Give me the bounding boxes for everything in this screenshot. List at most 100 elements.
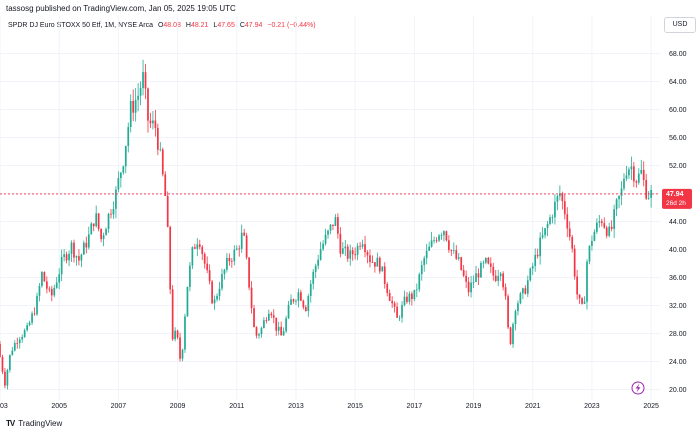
candle — [393, 301, 396, 313]
candle — [33, 307, 36, 316]
candle — [361, 239, 364, 249]
candle — [549, 214, 551, 226]
candle — [189, 262, 191, 292]
candle — [497, 269, 500, 287]
candle — [546, 220, 549, 237]
candle — [482, 260, 485, 269]
candle — [539, 232, 541, 265]
low-label: L — [213, 22, 218, 29]
countdown-value: 26d 2h — [666, 200, 686, 207]
candle — [174, 327, 176, 342]
grid — [0, 16, 660, 400]
candle — [448, 235, 450, 253]
candle — [302, 299, 305, 310]
symbol-title[interactable]: SPDR DJ Euro STOXX 50 Etf, 1M, NYSE Arca — [8, 22, 153, 29]
candle — [55, 276, 58, 289]
candle — [472, 275, 475, 289]
candle — [526, 275, 529, 297]
candle — [559, 185, 561, 201]
candle — [406, 291, 408, 304]
candle — [366, 250, 369, 264]
candle — [230, 257, 233, 268]
price-tick-label: 36.00 — [669, 275, 687, 282]
candle — [13, 340, 16, 352]
candle — [455, 245, 458, 261]
candle — [435, 237, 438, 243]
candle — [53, 284, 56, 298]
candle — [193, 243, 196, 250]
candle — [418, 272, 421, 293]
candle — [398, 315, 401, 322]
candle — [403, 290, 406, 307]
candle — [509, 326, 512, 346]
candle — [23, 328, 26, 338]
candle — [586, 259, 588, 310]
candle — [235, 245, 238, 251]
candle — [243, 228, 246, 237]
candle — [50, 285, 53, 302]
price-tick-label: 52.00 — [669, 163, 687, 170]
price-tick-label: 28.00 — [669, 331, 687, 338]
candle — [297, 288, 300, 308]
candle — [250, 281, 253, 314]
candle — [578, 294, 581, 304]
candle — [0, 341, 1, 358]
candle — [499, 271, 502, 281]
price-tick-label: 56.00 — [669, 135, 687, 142]
candle — [31, 311, 33, 325]
candle — [21, 334, 24, 343]
candle — [265, 317, 268, 324]
candle — [117, 171, 120, 193]
candle — [16, 337, 19, 349]
candle — [524, 285, 527, 295]
candle — [223, 268, 226, 280]
candle — [233, 245, 236, 266]
candle — [43, 271, 46, 282]
candle — [332, 224, 334, 231]
tradingview-logo[interactable]: TV — [6, 419, 15, 428]
candle — [494, 269, 497, 283]
candle — [359, 242, 361, 250]
candle — [364, 235, 366, 258]
time-tick-label: 2015 — [347, 403, 363, 410]
candle — [396, 302, 398, 318]
candle — [95, 205, 98, 228]
price-tick-label: 24.00 — [669, 359, 687, 366]
candle — [322, 240, 324, 252]
candle — [650, 185, 652, 208]
candle — [492, 262, 495, 281]
candle — [529, 267, 532, 282]
high-value: 48.21 — [190, 22, 209, 29]
candle — [78, 249, 80, 266]
candle — [290, 294, 292, 305]
candle — [598, 214, 601, 228]
candle — [260, 326, 263, 338]
candle — [376, 252, 379, 267]
candle — [80, 253, 83, 268]
price-tick-label: 60.00 — [669, 107, 687, 114]
candle — [216, 293, 218, 302]
candle — [213, 295, 216, 310]
last-price-tag: 47.94 26d 2h — [662, 188, 692, 209]
candle — [440, 232, 443, 240]
candle — [164, 171, 167, 197]
lightning-icon[interactable] — [631, 381, 645, 395]
candle — [544, 227, 546, 239]
candle — [292, 298, 295, 304]
published-caption: tassosg published on TradingView.com, Ja… — [6, 4, 236, 13]
candle — [608, 222, 611, 238]
candle — [381, 266, 384, 272]
candle — [245, 232, 248, 260]
candle — [63, 249, 65, 262]
candle — [334, 214, 337, 227]
low-value: 47.65 — [217, 22, 235, 29]
candle — [272, 309, 275, 324]
candle — [218, 281, 221, 301]
candle — [285, 315, 287, 334]
candle — [632, 161, 635, 188]
currency-button[interactable]: USD — [664, 17, 696, 33]
tradingview-brand[interactable]: TradingView — [18, 419, 63, 428]
candle — [70, 240, 73, 263]
candle — [38, 282, 41, 302]
